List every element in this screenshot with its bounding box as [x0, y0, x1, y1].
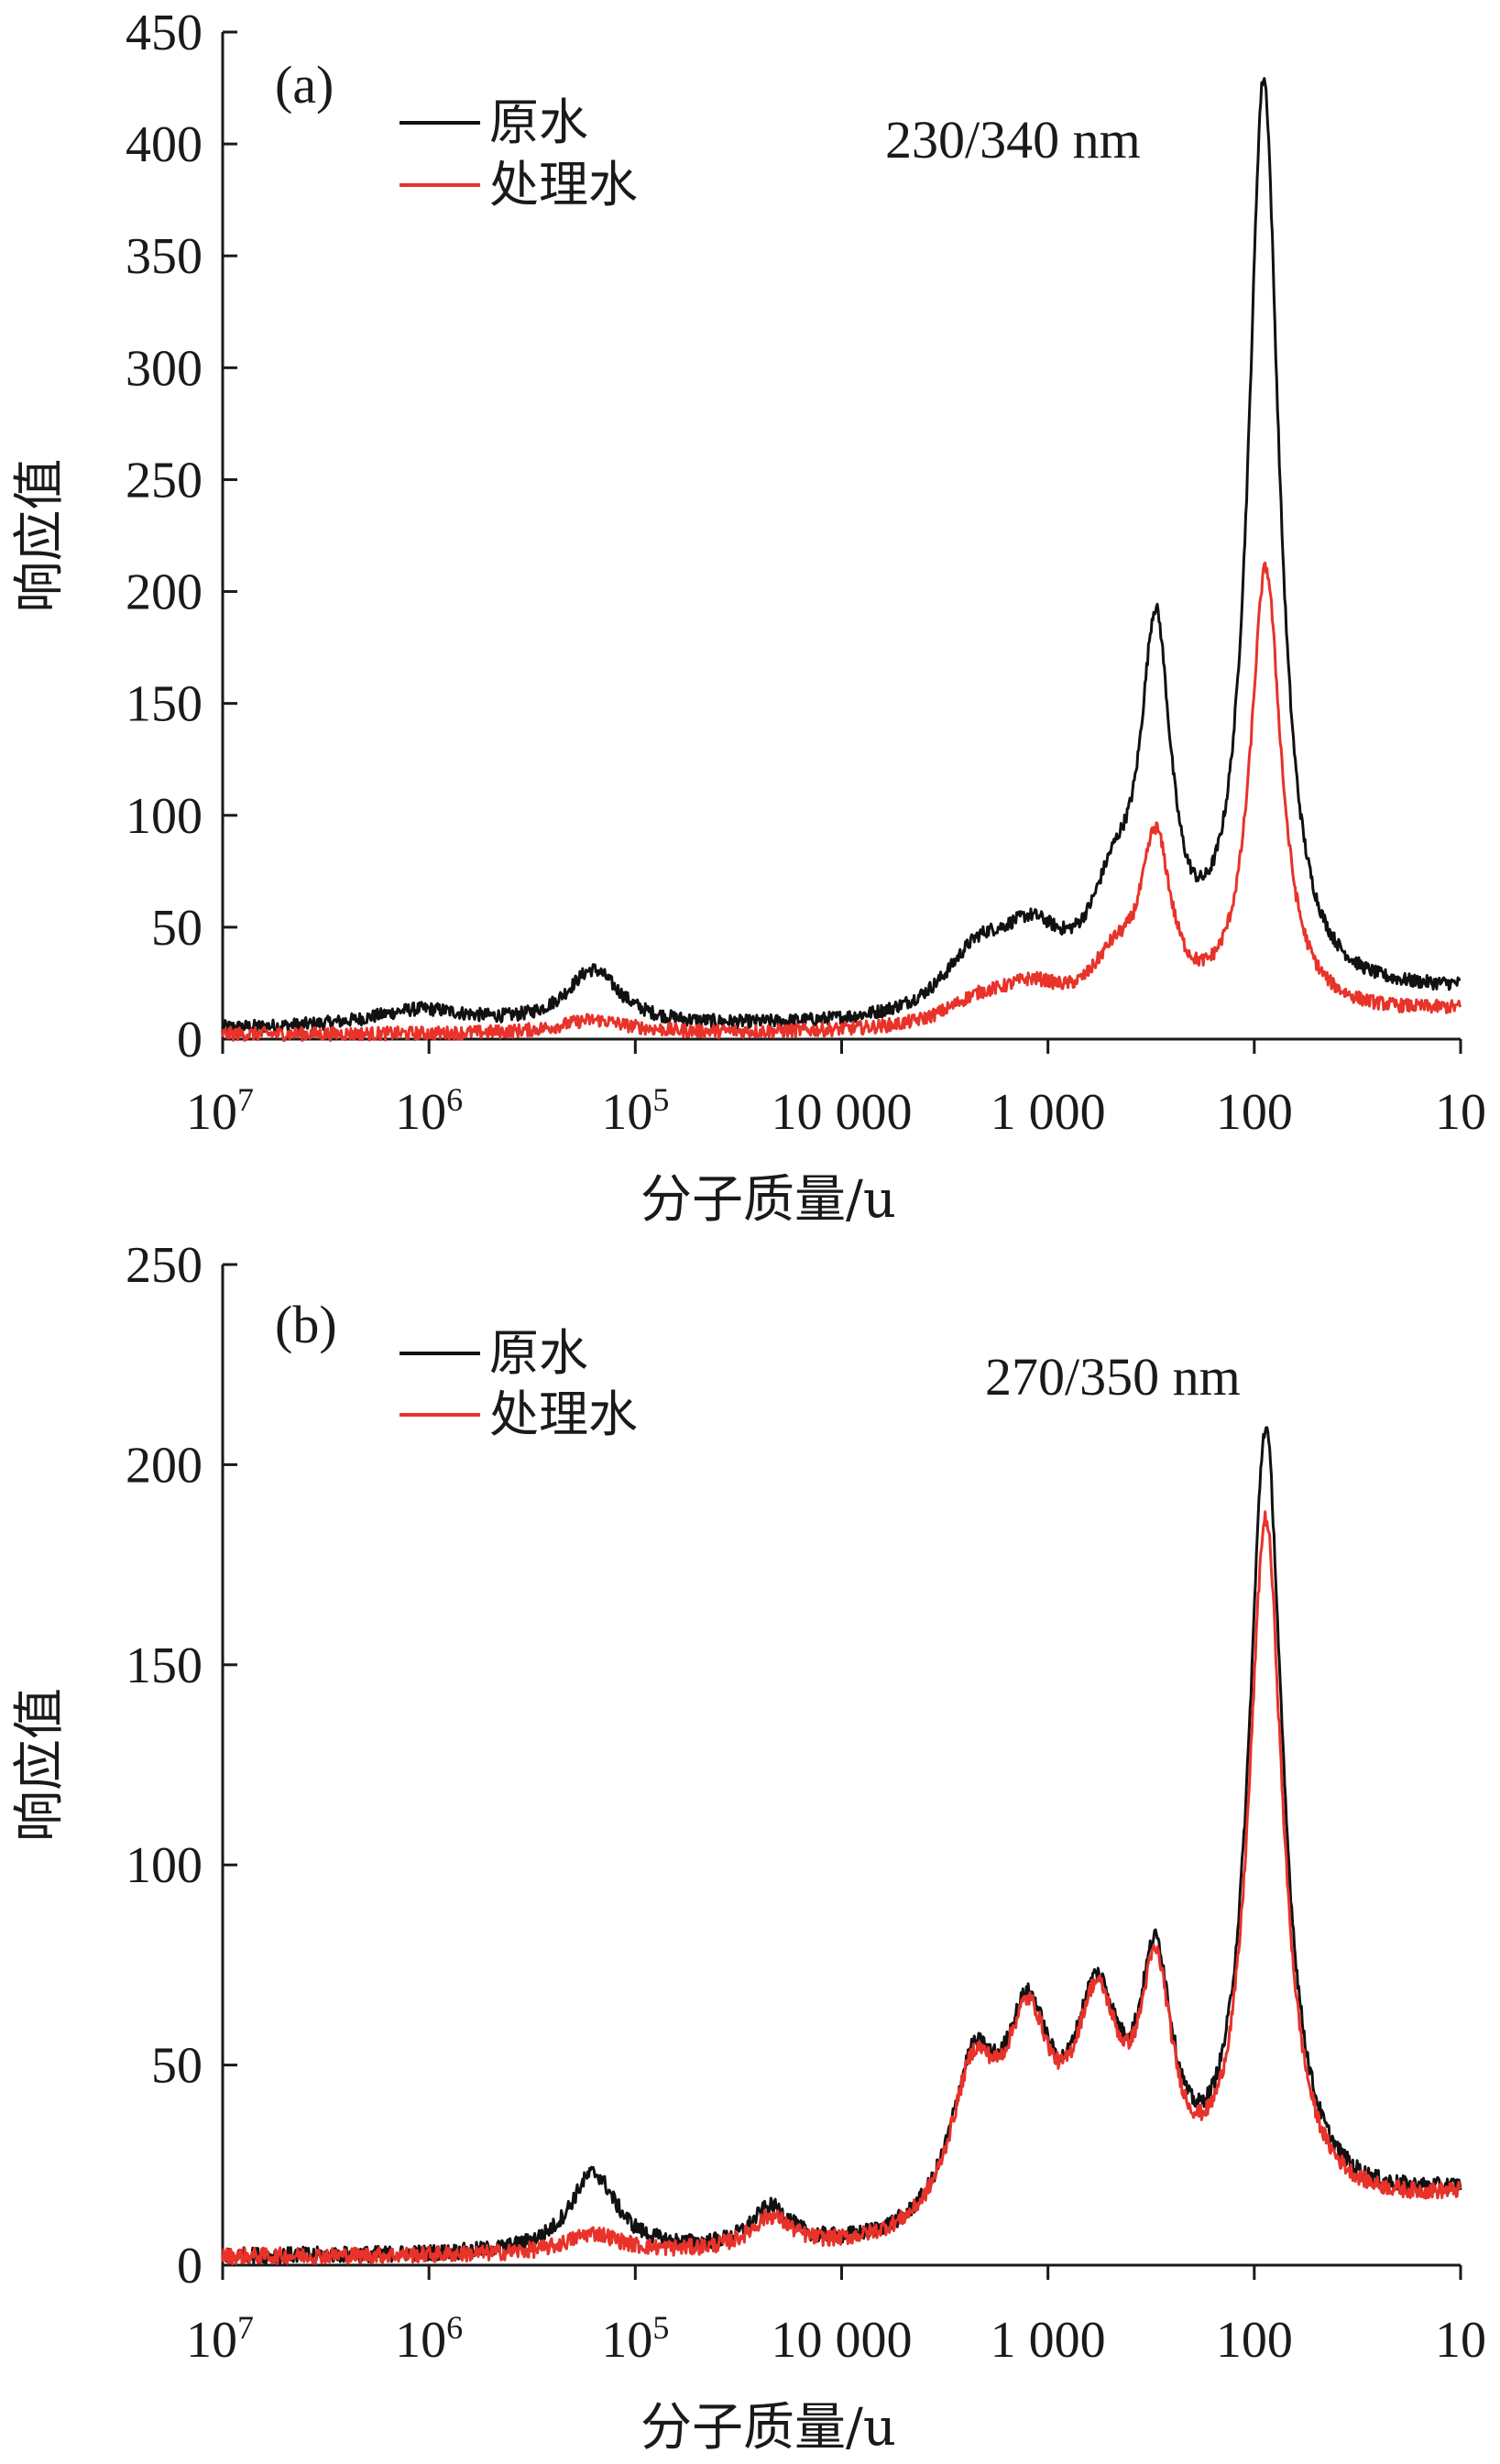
x-tick-label: 106 — [395, 1081, 463, 1141]
x-tick-label: 10 — [1435, 1084, 1486, 1141]
y-axis-title: 响应值 — [10, 1688, 70, 1842]
x-tick-label: 1 000 — [991, 2312, 1106, 2369]
y-axis-title: 响应值 — [10, 459, 70, 613]
y-tick-label: 250 — [126, 1237, 203, 1294]
y-tick-label: 0 — [177, 2238, 203, 2294]
x-tick-label: 10 000 — [772, 1084, 913, 1141]
chart-panel-a: 0 50 100 150 200 250 300 350 400 450 107 106 105 10 0… — [10, 5, 1486, 1230]
wavelength-annotation: 230/340 nm — [885, 110, 1141, 170]
y-tick-label: 450 — [126, 5, 203, 61]
panel-label: (a) — [275, 55, 334, 115]
x-tick-label: 100 — [1216, 2312, 1293, 2369]
series-line-raw-water — [221, 1426, 1462, 2265]
y-tick-label: 200 — [126, 564, 203, 621]
x-tick-label: 105 — [601, 2309, 669, 2369]
panel-label: (b) — [275, 1295, 337, 1354]
y-tick-label: 0 — [177, 1012, 203, 1068]
y-tick-label: 200 — [126, 1437, 203, 1494]
y-tick-label: 50 — [151, 2038, 203, 2095]
x-tick-label: 107 — [186, 1081, 254, 1141]
legend-label: 原水 — [489, 1324, 588, 1382]
legend-label: 处理水 — [489, 1385, 638, 1443]
y-tick-label: 50 — [151, 900, 203, 957]
x-tick-label: 1 000 — [991, 1084, 1106, 1141]
y-tick-label: 150 — [126, 1637, 203, 1694]
y-tick-label: 100 — [126, 1837, 203, 1894]
x-tick-label: 100 — [1216, 1084, 1293, 1141]
series-line-raw-water — [221, 77, 1462, 1035]
y-tick-label: 150 — [126, 676, 203, 733]
x-tick-label: 10 000 — [772, 2312, 913, 2369]
series-line-treated-water — [221, 561, 1462, 1043]
x-tick-label: 10 — [1435, 2312, 1486, 2369]
y-tick-label: 350 — [126, 228, 203, 285]
y-tick-label: 400 — [126, 116, 203, 173]
legend-label: 处理水 — [489, 156, 638, 214]
series-line-treated-water — [221, 1510, 1462, 2265]
x-axis-title: 分子质量/u — [641, 2398, 896, 2458]
x-tick-label: 107 — [186, 2309, 254, 2369]
x-axis-title: 分子质量/u — [641, 1170, 896, 1230]
x-tick-label: 106 — [395, 2309, 463, 2369]
wavelength-annotation: 270/350 nm — [985, 1347, 1241, 1407]
y-tick-label: 300 — [126, 340, 203, 397]
y-tick-label: 100 — [126, 788, 203, 845]
chart-panel-b: 0 50 100 150 200 250 107 106 105 10 000 1 000 100 10… — [10, 1237, 1486, 2458]
y-tick-label: 250 — [126, 452, 203, 509]
legend-label: 原水 — [489, 93, 588, 151]
x-tick-label: 105 — [601, 1081, 669, 1141]
